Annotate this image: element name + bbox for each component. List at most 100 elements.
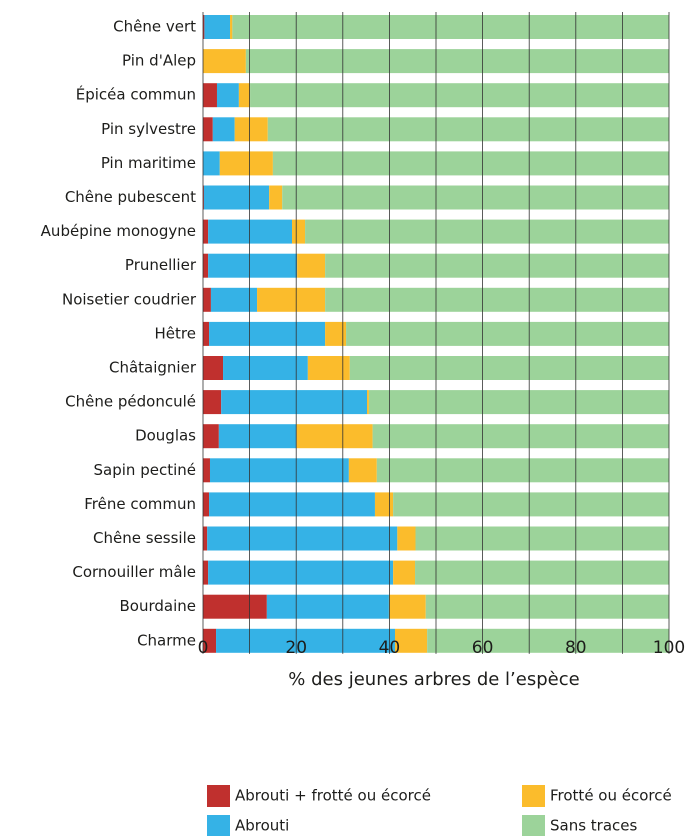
y-tick-label: Douglas xyxy=(135,427,196,445)
bar-segment xyxy=(203,287,211,312)
bar-segment xyxy=(238,83,251,108)
x-tick-label: 100 xyxy=(653,638,685,658)
bar-segment xyxy=(415,526,669,551)
bar-segment xyxy=(209,492,375,517)
bar-segment xyxy=(203,458,210,483)
x-tick-label: 80 xyxy=(565,638,587,658)
bar-segment xyxy=(282,185,669,210)
bar-segment xyxy=(245,49,669,74)
bar-segment xyxy=(267,117,669,142)
bar-segment xyxy=(374,492,394,517)
y-tick-label: Aubépine monogyne xyxy=(41,222,196,240)
bar-segment xyxy=(216,83,239,108)
legend-swatch xyxy=(207,815,230,836)
bar-segment xyxy=(207,526,398,551)
bar-segment xyxy=(212,117,235,142)
bar-segment xyxy=(425,594,669,619)
bar-segment xyxy=(203,526,208,551)
bar-segment xyxy=(325,253,669,278)
y-tick-label: Cornouiller mâle xyxy=(72,563,196,581)
bar-segment xyxy=(210,287,258,312)
bar-segment xyxy=(203,390,222,415)
y-tick-label: Châtaignier xyxy=(109,359,197,377)
y-tick-label: Pin sylvestre xyxy=(101,120,196,138)
bar-segment xyxy=(397,526,416,551)
y-tick-label: Chêne vert xyxy=(113,18,196,36)
bar-segment xyxy=(305,219,669,244)
y-tick-label: Chêne sessile xyxy=(93,529,196,547)
bar-segment xyxy=(269,185,283,210)
y-tick-label: Frêne commun xyxy=(84,495,196,513)
legend-label: Frotté ou écorcé xyxy=(550,787,672,805)
bar-segment xyxy=(257,287,326,312)
bar-segment xyxy=(203,321,210,346)
bar-segment xyxy=(297,253,326,278)
x-tick-label: 40 xyxy=(379,638,401,658)
bar-segment xyxy=(367,390,369,415)
bar-segment xyxy=(203,628,217,653)
legend-swatch xyxy=(207,785,230,807)
y-tick-label: Chêne pubescent xyxy=(65,188,196,206)
y-tick-label: Pin d'Alep xyxy=(122,52,196,70)
x-tick-label: 60 xyxy=(472,638,494,658)
bar-segment xyxy=(266,594,389,619)
bar-segment xyxy=(272,151,669,176)
bar-segment xyxy=(216,628,395,653)
bar-segment xyxy=(203,560,209,585)
bar-segment xyxy=(203,356,224,380)
bar-segment xyxy=(209,458,349,483)
y-tick-label: Épicéa commun xyxy=(76,85,196,104)
bar-segment xyxy=(219,151,273,176)
x-tick-label: 20 xyxy=(285,638,307,658)
bar-segment xyxy=(346,321,669,346)
bar-segment xyxy=(325,321,347,346)
bar-segment xyxy=(203,219,209,244)
bar-segment xyxy=(393,560,416,585)
y-tick-label: Sapin pectiné xyxy=(94,461,196,479)
bar-segment xyxy=(368,390,669,415)
bar-segment xyxy=(307,356,350,380)
y-tick-label: Charme xyxy=(137,631,196,649)
legend-swatch xyxy=(522,815,545,836)
x-axis-label: % des jeunes arbres de l’espèce xyxy=(288,669,579,690)
bar-segment xyxy=(376,458,669,483)
bar-segment xyxy=(203,253,209,278)
y-tick-label: Noisetier coudrier xyxy=(62,290,197,308)
bar-segment xyxy=(223,356,308,380)
bar-segment xyxy=(292,219,306,244)
bar-segment xyxy=(393,492,669,517)
bar-segment xyxy=(218,424,297,449)
bar-segment xyxy=(204,15,231,39)
bar-segment xyxy=(209,321,326,346)
bar-segment xyxy=(203,49,246,74)
legend-label: Abrouti + frotté ou écorcé xyxy=(235,787,431,805)
bar-segment xyxy=(232,15,669,39)
legend-swatch xyxy=(522,785,545,807)
bar-segment xyxy=(203,15,205,39)
bar-segment xyxy=(372,424,669,449)
bar-segment xyxy=(250,83,670,108)
bar-segment xyxy=(203,492,210,517)
y-tick-label: Hêtre xyxy=(155,324,196,342)
bar-segment xyxy=(208,219,293,244)
y-tick-label: Bourdaine xyxy=(120,597,197,615)
bar-segment xyxy=(234,117,268,142)
bar-segment xyxy=(203,83,217,108)
bar-segment xyxy=(203,185,204,210)
bar-segment xyxy=(296,424,373,449)
bar-segment xyxy=(394,628,428,653)
bar-segment xyxy=(388,594,426,619)
bar-segment xyxy=(203,117,213,142)
bar-segment xyxy=(427,628,669,653)
y-tick-label: Prunellier xyxy=(125,256,197,274)
bar-segment xyxy=(349,356,669,380)
x-tick-label: 0 xyxy=(198,638,209,658)
bar-segment xyxy=(230,15,233,39)
bar-segment xyxy=(203,151,220,176)
bar-segment xyxy=(348,458,377,483)
bar-segment xyxy=(203,424,219,449)
bar-segment xyxy=(208,560,394,585)
bar-segment xyxy=(325,287,669,312)
legend-label: Abrouti xyxy=(235,817,289,835)
